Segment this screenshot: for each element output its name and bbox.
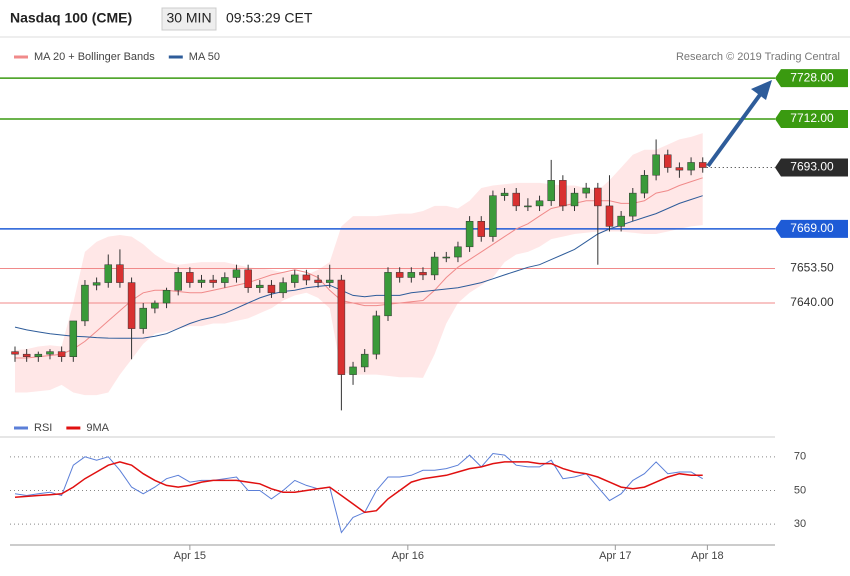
candle-body [197, 279, 206, 283]
y-tick-label: 7712.00 [790, 111, 834, 125]
series-line [14, 461, 703, 514]
candle-body [512, 192, 520, 207]
candle-body [360, 353, 369, 368]
candle-body [244, 269, 252, 288]
candle-body [442, 256, 451, 259]
candle-body [69, 320, 78, 357]
bollinger-band [15, 133, 703, 396]
y-tick-label: 7669.00 [790, 221, 834, 235]
candle-body [617, 215, 625, 227]
candle-body [325, 279, 334, 283]
y-tick-label: 7693.00 [790, 160, 834, 174]
candle-body [535, 200, 544, 207]
candle-body [640, 174, 649, 194]
copyright: Research © 2019 Trading Central [676, 51, 840, 63]
legend-label: RSI [34, 422, 52, 434]
time: 09:53:29 CET [226, 10, 313, 26]
candle-body [547, 180, 555, 202]
candle-body [267, 284, 276, 294]
candle-body [209, 279, 217, 283]
candle-body [594, 187, 602, 207]
candle-body [302, 274, 311, 281]
candle-body [127, 282, 136, 329]
candle-body [675, 167, 684, 171]
candle-body [605, 205, 614, 227]
forecast-arrowhead [751, 80, 772, 100]
candle-body [57, 351, 66, 357]
candle-body [454, 246, 462, 258]
candle-body [279, 282, 287, 294]
y-tick-label: 7640.00 [790, 295, 834, 309]
interval-box [161, 7, 217, 31]
candle-body [256, 284, 264, 288]
level-label-box [775, 219, 848, 238]
candle-body [395, 272, 404, 278]
candle-body [221, 277, 229, 283]
candle-body [489, 195, 497, 237]
candle-body [34, 353, 43, 357]
candle-body [151, 302, 159, 309]
candle-body [384, 272, 392, 317]
candle-body [46, 351, 54, 355]
candle-body [349, 366, 357, 375]
candle-body [337, 279, 346, 375]
candle-body [419, 272, 427, 276]
series-line [14, 452, 703, 534]
candle-body [500, 192, 509, 196]
x-tick-label: Apr 17 [599, 550, 631, 562]
level-label-box [775, 69, 848, 88]
level-label-box [775, 109, 848, 128]
legend-label: MA 50 [189, 51, 220, 63]
x-tick-label: Apr 18 [691, 550, 723, 562]
candle-body [232, 269, 241, 278]
candle-body [570, 192, 579, 207]
legend-label: MA 20 + Bollinger Bands [34, 51, 155, 63]
candle-body [664, 154, 672, 168]
ma50-line [14, 195, 703, 339]
candle-body [92, 282, 101, 286]
candle-body [687, 162, 695, 171]
candle-body [11, 351, 19, 355]
candle-body [582, 187, 590, 194]
candle-body [372, 315, 381, 355]
candle-body [162, 290, 171, 304]
candle-body [559, 180, 567, 207]
candle-body [629, 192, 637, 217]
candle-body [291, 274, 299, 283]
candle-body [652, 154, 660, 176]
y-tick-label: 30 [794, 518, 806, 530]
candle-body [139, 307, 147, 329]
x-tick-label: Apr 16 [392, 550, 424, 562]
candle-body [81, 284, 89, 322]
y-tick-label: 50 [794, 484, 806, 496]
y-tick-label: 7653.50 [790, 261, 834, 275]
candle-body [465, 220, 474, 248]
y-tick-label: 7728.00 [790, 70, 834, 84]
y-tick-label: 70 [794, 451, 806, 463]
candle-body [698, 162, 707, 168]
candle-body [407, 272, 416, 278]
candle-body [524, 205, 532, 208]
interval: 30 MIN [166, 10, 211, 26]
candle-body [174, 272, 182, 291]
candle-body [104, 264, 113, 283]
candle-body [477, 220, 486, 237]
x-tick-label: Apr 15 [174, 550, 206, 562]
candle-body [116, 264, 124, 283]
level-label-box [775, 158, 848, 177]
forecast-arrow [706, 90, 764, 168]
candle-body [186, 272, 194, 283]
candle-body [22, 353, 31, 357]
legend-label: 9MA [86, 422, 109, 434]
candle-body [314, 279, 322, 283]
candle-body [430, 256, 439, 276]
title: Nasdaq 100 (CME) [10, 10, 132, 26]
